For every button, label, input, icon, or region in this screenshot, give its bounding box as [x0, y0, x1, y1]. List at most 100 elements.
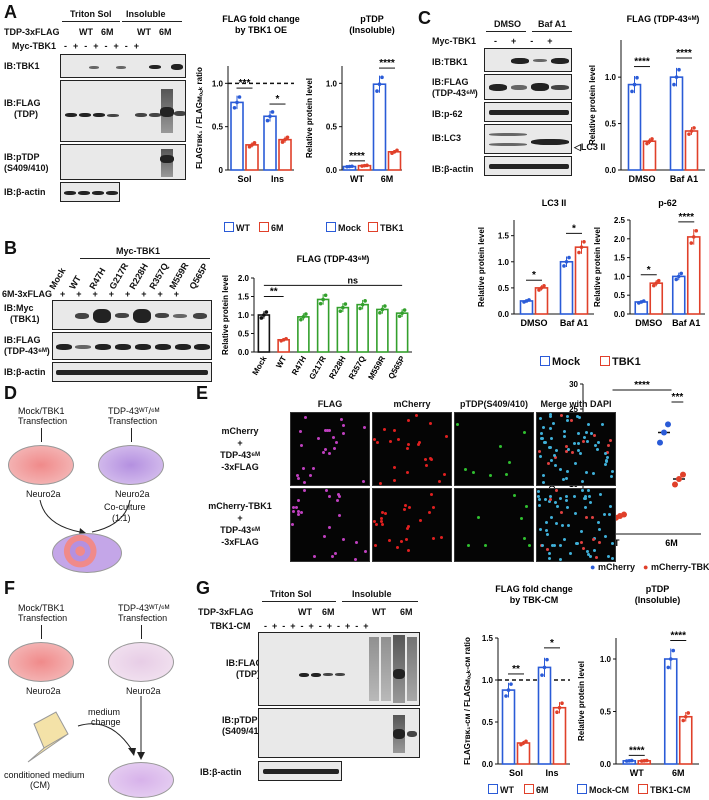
e-col-header-0: FLAG	[317, 399, 343, 409]
chartG1-dot-1-0-2	[545, 657, 549, 662]
d-left-top: Mock/TBK1	[18, 406, 65, 416]
g-legend-wt: WT	[488, 784, 514, 795]
a-lane-wt1: WT	[79, 27, 93, 37]
c-ib-actin: IB:β-actin	[432, 164, 474, 174]
chartC1-dot-0-0-2	[635, 75, 639, 80]
chartC3-ylabel: Relative protein level	[593, 227, 602, 307]
chartG1-sig-1: *	[550, 638, 554, 649]
chartE1-point-0-1-2	[621, 511, 627, 518]
chartC3-ytick-label-0: 0.0	[614, 310, 626, 319]
g-legend-6m: 6M	[524, 784, 549, 795]
chartC2-bar-0-1	[534, 287, 549, 315]
chartC1-dot-0-1-2	[650, 137, 654, 141]
e-legend-mcherry-tbk1-label: mCherry-TBK1	[650, 562, 709, 572]
chartG2-dot-1-0-2	[671, 648, 676, 653]
a-legend-mock: Mock	[326, 222, 361, 233]
chartB1-xtick-0: Mock	[251, 354, 269, 377]
chartA1-ytick-label-2: 1.0	[212, 79, 224, 88]
g-lane-6m2: 6M	[400, 607, 413, 617]
c-legend-mock-label: Mock	[552, 356, 581, 368]
chartB1-bar-2-0	[297, 316, 310, 353]
d-dish-left	[8, 445, 74, 485]
chartC3-bar-0-1	[649, 282, 664, 315]
a-col-insoluble: Insoluble	[126, 9, 166, 19]
e-row1-label: mCherry + TDP-43⁶ᴹ -3xFLAG	[200, 425, 280, 473]
chartB1-ytick-label-1: 0.5	[238, 330, 250, 339]
chartA1-title-0: FLAG fold change	[222, 14, 300, 24]
chartA2-dot-1-0-0	[375, 89, 379, 93]
chartB1-dot-5-0-2	[363, 299, 367, 303]
chartB1-dot-3-0-2	[323, 293, 328, 298]
chartC2-bar-0-0	[519, 300, 534, 315]
chartC1-bar-1-0	[669, 76, 684, 171]
chartC2-dot-1-0-2	[567, 255, 571, 260]
d-left-top2: Transfection	[18, 416, 68, 426]
c-row: Myc-TBK1	[432, 36, 477, 46]
a-plusminus: -+-+-+-+	[64, 41, 146, 51]
chartG2-dot-1-1-0	[681, 718, 686, 723]
chartC2-dot-0-1-2	[542, 284, 546, 288]
chartC3-bar-0-0	[634, 301, 649, 315]
e-legend-mcherry-tbk1: ● mCherry-TBK1	[643, 562, 709, 572]
chartG2-title-0: pTDP	[646, 584, 670, 594]
e-row1-line-2: TDP-43⁶ᴹ	[220, 450, 260, 460]
b-lane-mock: Mock	[47, 266, 68, 291]
a-blot-flag	[60, 80, 186, 142]
chartB1-xtick-5: R357Q	[347, 355, 367, 381]
chartG1-dot-0-0-2	[509, 682, 513, 686]
chartC3-bar-1-1	[686, 236, 701, 315]
chartC3-xtick-0: DMSO	[635, 318, 662, 328]
c-ib-p62: IB:p-62	[432, 109, 463, 119]
chartA2-title-1: (Insoluble)	[349, 25, 395, 35]
c-ib-lc3: IB:LC3	[432, 133, 461, 143]
c-lc3ii-marker: ◁LC3 II	[574, 142, 606, 152]
chartC2-ytick-label-2: 1.0	[498, 258, 510, 267]
a-ib-flag-sub: (TDP)	[14, 109, 38, 119]
a-legend-tbk1-label: TBK1	[380, 223, 404, 233]
g-col-insoluble: Insoluble	[352, 589, 392, 599]
chartA2-ylabel: Relative protein level	[305, 78, 314, 158]
chartG1-dot-1-0-0	[540, 673, 544, 677]
a-row-myc: Myc-TBK1	[12, 41, 57, 51]
chartC1-dot-0-1-0	[645, 141, 649, 146]
chartA1-ytick-label-1: 0.5	[212, 123, 224, 132]
e-image-r2-c3	[454, 488, 534, 562]
e-image-r1-c4	[536, 412, 616, 486]
chartB1-bar-3-0	[316, 298, 330, 353]
chartA1-sig-1: *	[276, 94, 280, 105]
chartC2-xtick-0: DMSO	[521, 318, 548, 328]
e-col-header-1: mCherry	[393, 399, 431, 409]
chartG2-dot-1-0-0	[666, 665, 671, 670]
chartG1-xtick-1: Ins	[545, 768, 558, 778]
chartB1-ytick-label-4: 2.0	[238, 274, 250, 283]
chartA1-bar-0-1	[245, 144, 259, 171]
chartC3-dot-1-1-2	[694, 228, 699, 233]
chartC3-dot-0-1-0	[651, 283, 656, 288]
chart-c-lc3: LC3 II 0.0 0.5 1.0 1.5 Relative protein level…	[477, 198, 594, 328]
f-cell-left: Neuro2a	[26, 686, 61, 696]
chartB1-dot-0-0-0	[259, 316, 264, 320]
g-blot-actin	[258, 761, 342, 781]
e-row2-line-0: mCherry-TBK1	[208, 501, 272, 511]
g-legend-tbk1: TBK1-CM	[638, 784, 691, 795]
chartB1-dot-4-0-2	[343, 302, 348, 306]
chartA1-dot-0-1-0	[247, 145, 252, 149]
b-lane-r228h: R228H	[127, 261, 151, 291]
chartE1-xtick-1: 6M	[665, 538, 678, 548]
chartG1-ytick-label-1: 0.5	[482, 718, 494, 727]
chartB1-dot-7-0-2	[402, 308, 407, 312]
a-legend-6m: 6M	[259, 222, 284, 233]
b-lane-r47h: R47H	[87, 266, 108, 291]
chartC3-bar-1-0	[671, 275, 686, 315]
chartA1-sig-0: ***	[239, 78, 251, 89]
a-ib-actin: IB:β-actin	[4, 187, 46, 197]
chartA1-bar-1-0	[263, 115, 277, 171]
chartC2-dot-1-1-0	[577, 250, 581, 255]
chartA2-ytick-label-2: 1.0	[326, 79, 338, 88]
chartC2-title-0: LC3 II	[542, 198, 567, 208]
b-lane-m559r: M559R	[167, 260, 191, 291]
chartB1-dot-1-0-2	[284, 337, 288, 341]
chart-g-ptdp: pTDP(Insoluble) 0.0 0.5 1.0 Relative protein…	[577, 584, 699, 778]
chartA1-dot-0-0-2	[237, 95, 242, 99]
